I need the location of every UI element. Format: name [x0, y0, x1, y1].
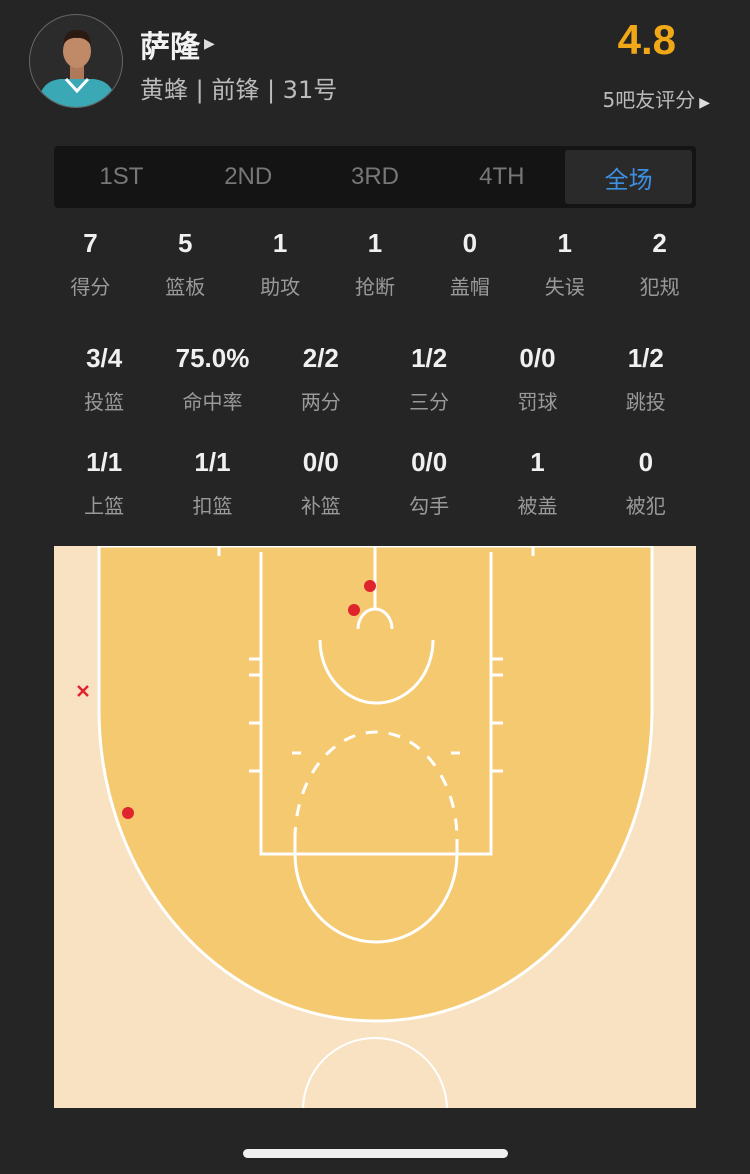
- main-stats-row: 7 得分 5 篮板 1 助攻 1 抢断 0 盖帽 1 失误 2 犯规: [43, 228, 707, 300]
- stat-item: 1 助攻: [233, 228, 328, 300]
- stat-item: 1 被盖: [483, 447, 591, 519]
- shot-chart: [54, 546, 696, 1108]
- stat-label: 得分: [70, 275, 111, 299]
- tab-2nd[interactable]: 2ND: [224, 163, 273, 190]
- restricted-area: [318, 639, 435, 705]
- shot-made[interactable]: [364, 580, 376, 592]
- center-circle: [302, 1037, 448, 1108]
- stat-value: 0: [638, 447, 654, 477]
- stat-label: 跳投: [625, 390, 666, 414]
- tab-3rd[interactable]: 3RD: [350, 163, 399, 190]
- stat-item: 0/0 补篮: [267, 447, 375, 519]
- play-arrow-icon: ▶: [204, 36, 215, 52]
- stat-value: 0: [462, 228, 478, 258]
- stat-label: 盖帽: [449, 275, 490, 299]
- stat-value: 3/4: [86, 343, 123, 373]
- stat-label: 投篮: [84, 390, 125, 414]
- stat-value: 1/2: [411, 343, 448, 373]
- stat-value: 0/0: [302, 447, 339, 477]
- stat-label: 篮板: [165, 275, 206, 299]
- stat-value: 0/0: [519, 343, 556, 373]
- stat-value: 1: [367, 228, 383, 258]
- stat-item: 0 被犯: [592, 447, 700, 519]
- stat-label: 被犯: [625, 494, 666, 518]
- shooting-stats-row: 3/4 投篮 75.0% 命中率 2/2 两分 1/2 三分 0/0 罚球 1/2 跳投: [50, 343, 700, 415]
- stat-item: 0/0 勾手: [375, 447, 483, 519]
- period-tabs: 1ST 2ND 3RD 4TH 全场: [54, 146, 696, 208]
- stat-label: 罚球: [517, 390, 558, 414]
- player-photo: [40, 29, 114, 107]
- stat-value: 1/1: [194, 447, 231, 477]
- raters-link[interactable]: 5吧友评分 ▶: [602, 84, 710, 113]
- stat-label: 勾手: [409, 494, 450, 518]
- stat-item: 1 失误: [517, 228, 612, 300]
- player-info: 黄蜂 | 前锋 | 31号: [140, 76, 338, 104]
- stat-label: 抢断: [355, 275, 395, 299]
- stat-item: 3/4 投篮: [50, 343, 158, 415]
- stat-label: 补篮: [300, 494, 341, 518]
- stat-item: 0/0 罚球: [483, 343, 591, 415]
- stat-value: 7: [83, 228, 98, 258]
- shot-missed[interactable]: [77, 685, 89, 697]
- stat-item: 1/2 三分: [375, 343, 483, 415]
- raters-count: 5吧友评分: [602, 88, 696, 112]
- shot-made[interactable]: [122, 807, 134, 819]
- stat-value: 2/2: [302, 343, 339, 373]
- play-arrow-icon: ▶: [699, 95, 710, 111]
- free-throw-circle-dashed: [293, 730, 459, 840]
- tab-4th[interactable]: 4TH: [479, 163, 525, 190]
- stat-label: 两分: [300, 390, 341, 414]
- stat-label: 被盖: [517, 494, 558, 518]
- stat-value: 1: [530, 447, 545, 477]
- player-name-link[interactable]: 萨隆 ▶: [140, 22, 215, 66]
- player-rating: 4.8: [617, 16, 676, 63]
- stat-item: 75.0% 命中率: [158, 343, 266, 415]
- rim: [356, 607, 394, 630]
- three-point-line: [97, 546, 654, 1023]
- stat-label: 助攻: [260, 275, 301, 299]
- free-throw-circle: [293, 839, 459, 944]
- stat-item: 2/2 两分: [267, 343, 375, 415]
- stat-value: 1: [557, 228, 572, 258]
- stat-label: 命中率: [182, 390, 243, 414]
- stat-label: 上篮: [84, 494, 125, 518]
- detail-stats-row: 1/1 上篮 1/1 扣篮 0/0 补篮 0/0 勾手 1 被盖 0 被犯: [50, 447, 700, 519]
- stat-value: 2: [652, 228, 667, 258]
- stat-item: 1/1 扣篮: [158, 447, 266, 519]
- paint: [259, 552, 493, 856]
- stat-value: 75.0%: [175, 343, 250, 373]
- stat-item: 2 犯规: [612, 228, 707, 300]
- stat-item: 7 得分: [43, 228, 138, 300]
- stat-value: 1/2: [627, 343, 664, 373]
- stat-value: 1: [272, 228, 288, 258]
- stat-item: 1/1 上篮: [50, 447, 158, 519]
- stat-item: 1/2 跳投: [592, 343, 700, 415]
- tab-1st[interactable]: 1ST: [99, 163, 144, 190]
- stat-value: 0/0: [411, 447, 448, 477]
- player-avatar[interactable]: [29, 14, 123, 108]
- stat-item: 0 盖帽: [422, 228, 517, 300]
- stat-label: 失误: [544, 275, 585, 299]
- player-name: 萨隆: [140, 30, 200, 65]
- shot-made[interactable]: [348, 604, 360, 616]
- stat-label: 犯规: [639, 275, 680, 299]
- home-indicator[interactable]: [243, 1149, 508, 1158]
- tab-full-game[interactable]: 全场: [565, 150, 692, 204]
- stat-label: 扣篮: [192, 494, 233, 518]
- stat-value: 1/1: [86, 447, 123, 477]
- stat-item: 5 篮板: [138, 228, 233, 300]
- stat-item: 1 抢断: [328, 228, 423, 300]
- stat-label: 三分: [409, 390, 450, 414]
- stat-value: 5: [178, 228, 193, 258]
